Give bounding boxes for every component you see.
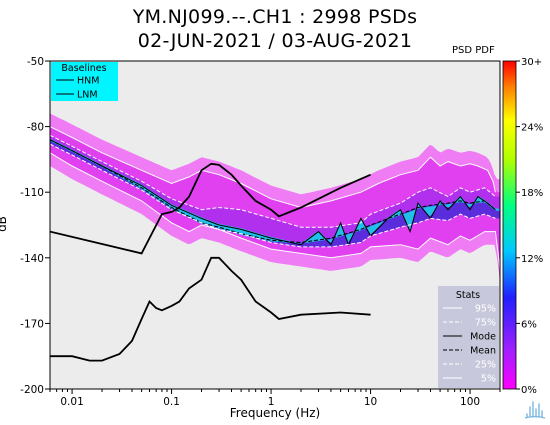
- colorbar-tick-label: 0%: [521, 385, 537, 396]
- x-tick-label: 1: [268, 396, 275, 408]
- y-tick-label: -200: [20, 384, 44, 396]
- x-tick-label: 0.01: [60, 396, 83, 408]
- stat-line-mode: [50, 139, 496, 247]
- stats-legend: Stats 95% 75% Mode Mean 25% 5%: [438, 286, 499, 388]
- stat-line-75pct: [50, 134, 496, 228]
- p95-legend-label: 95%: [475, 304, 496, 315]
- colorbar-tick-label: 30+: [521, 57, 542, 68]
- hnm-legend-label: HNM: [77, 76, 99, 87]
- y-tick-label: -110: [20, 187, 44, 199]
- colorbar-title: PSD PDF: [452, 45, 495, 56]
- stat-line-95pct: [50, 126, 496, 209]
- density-band-core: [50, 139, 500, 247]
- colorbar-gradient: [502, 60, 517, 390]
- stats-legend-title: Stats: [456, 290, 480, 301]
- lnm-legend-label: LNM: [77, 90, 98, 101]
- colorbar-tick-label: 12%: [521, 254, 543, 265]
- mean-legend-label: Mean: [470, 346, 496, 357]
- baselines-legend: Baselines HNM LNM: [51, 62, 118, 101]
- chart-title-line-1: YM.NJ099.--.CH1 : 2998 PSDs: [132, 6, 418, 28]
- p25-legend-label: 25%: [475, 360, 496, 371]
- plot-frame: [49, 60, 501, 390]
- axis-ticks: -50 -80 -110 -140 -170 -200 0.01 0.1 1 10 100: [20, 56, 501, 408]
- lnm-line: [50, 256, 371, 362]
- baselines-legend-title: Baselines: [61, 63, 106, 74]
- p75-legend-label: 75%: [475, 318, 496, 329]
- colorbar: 30+ 24% 18% 12% 6% 0%: [502, 57, 543, 396]
- hnm-line: [50, 162, 371, 255]
- noise-model-lines: [50, 162, 371, 362]
- waveform-logo-icon: [524, 401, 546, 419]
- colorbar-tick-label: 18%: [521, 188, 543, 199]
- y-tick-label: -80: [27, 122, 44, 134]
- x-tick-label: 10: [364, 396, 377, 408]
- mode-legend-label: Mode: [470, 332, 496, 343]
- colorbar-tick-label: 6%: [521, 319, 537, 330]
- stat-line-25pct: [50, 143, 496, 248]
- stats-legend-box: [438, 286, 499, 388]
- y-axis-label: dB: [0, 216, 9, 232]
- y-tick-label: -170: [20, 318, 44, 330]
- x-tick-label: 0.1: [163, 396, 180, 408]
- x-tick-label: 100: [460, 396, 480, 408]
- y-tick-label: -50: [27, 56, 44, 68]
- stat-line-mean: [50, 139, 496, 244]
- colorbar-ticks: 30+ 24% 18% 12% 6% 0%: [516, 57, 543, 396]
- y-tick-label: -140: [20, 253, 44, 265]
- colorbar-tick-label: 24%: [521, 123, 543, 134]
- p5-legend-label: 5%: [481, 374, 496, 385]
- density-band-wide: [50, 126, 500, 269]
- x-axis-label: Frequency (Hz): [229, 406, 321, 420]
- chart-title-line-2: 02-JUN-2021 / 03-AUG-2021: [137, 30, 413, 52]
